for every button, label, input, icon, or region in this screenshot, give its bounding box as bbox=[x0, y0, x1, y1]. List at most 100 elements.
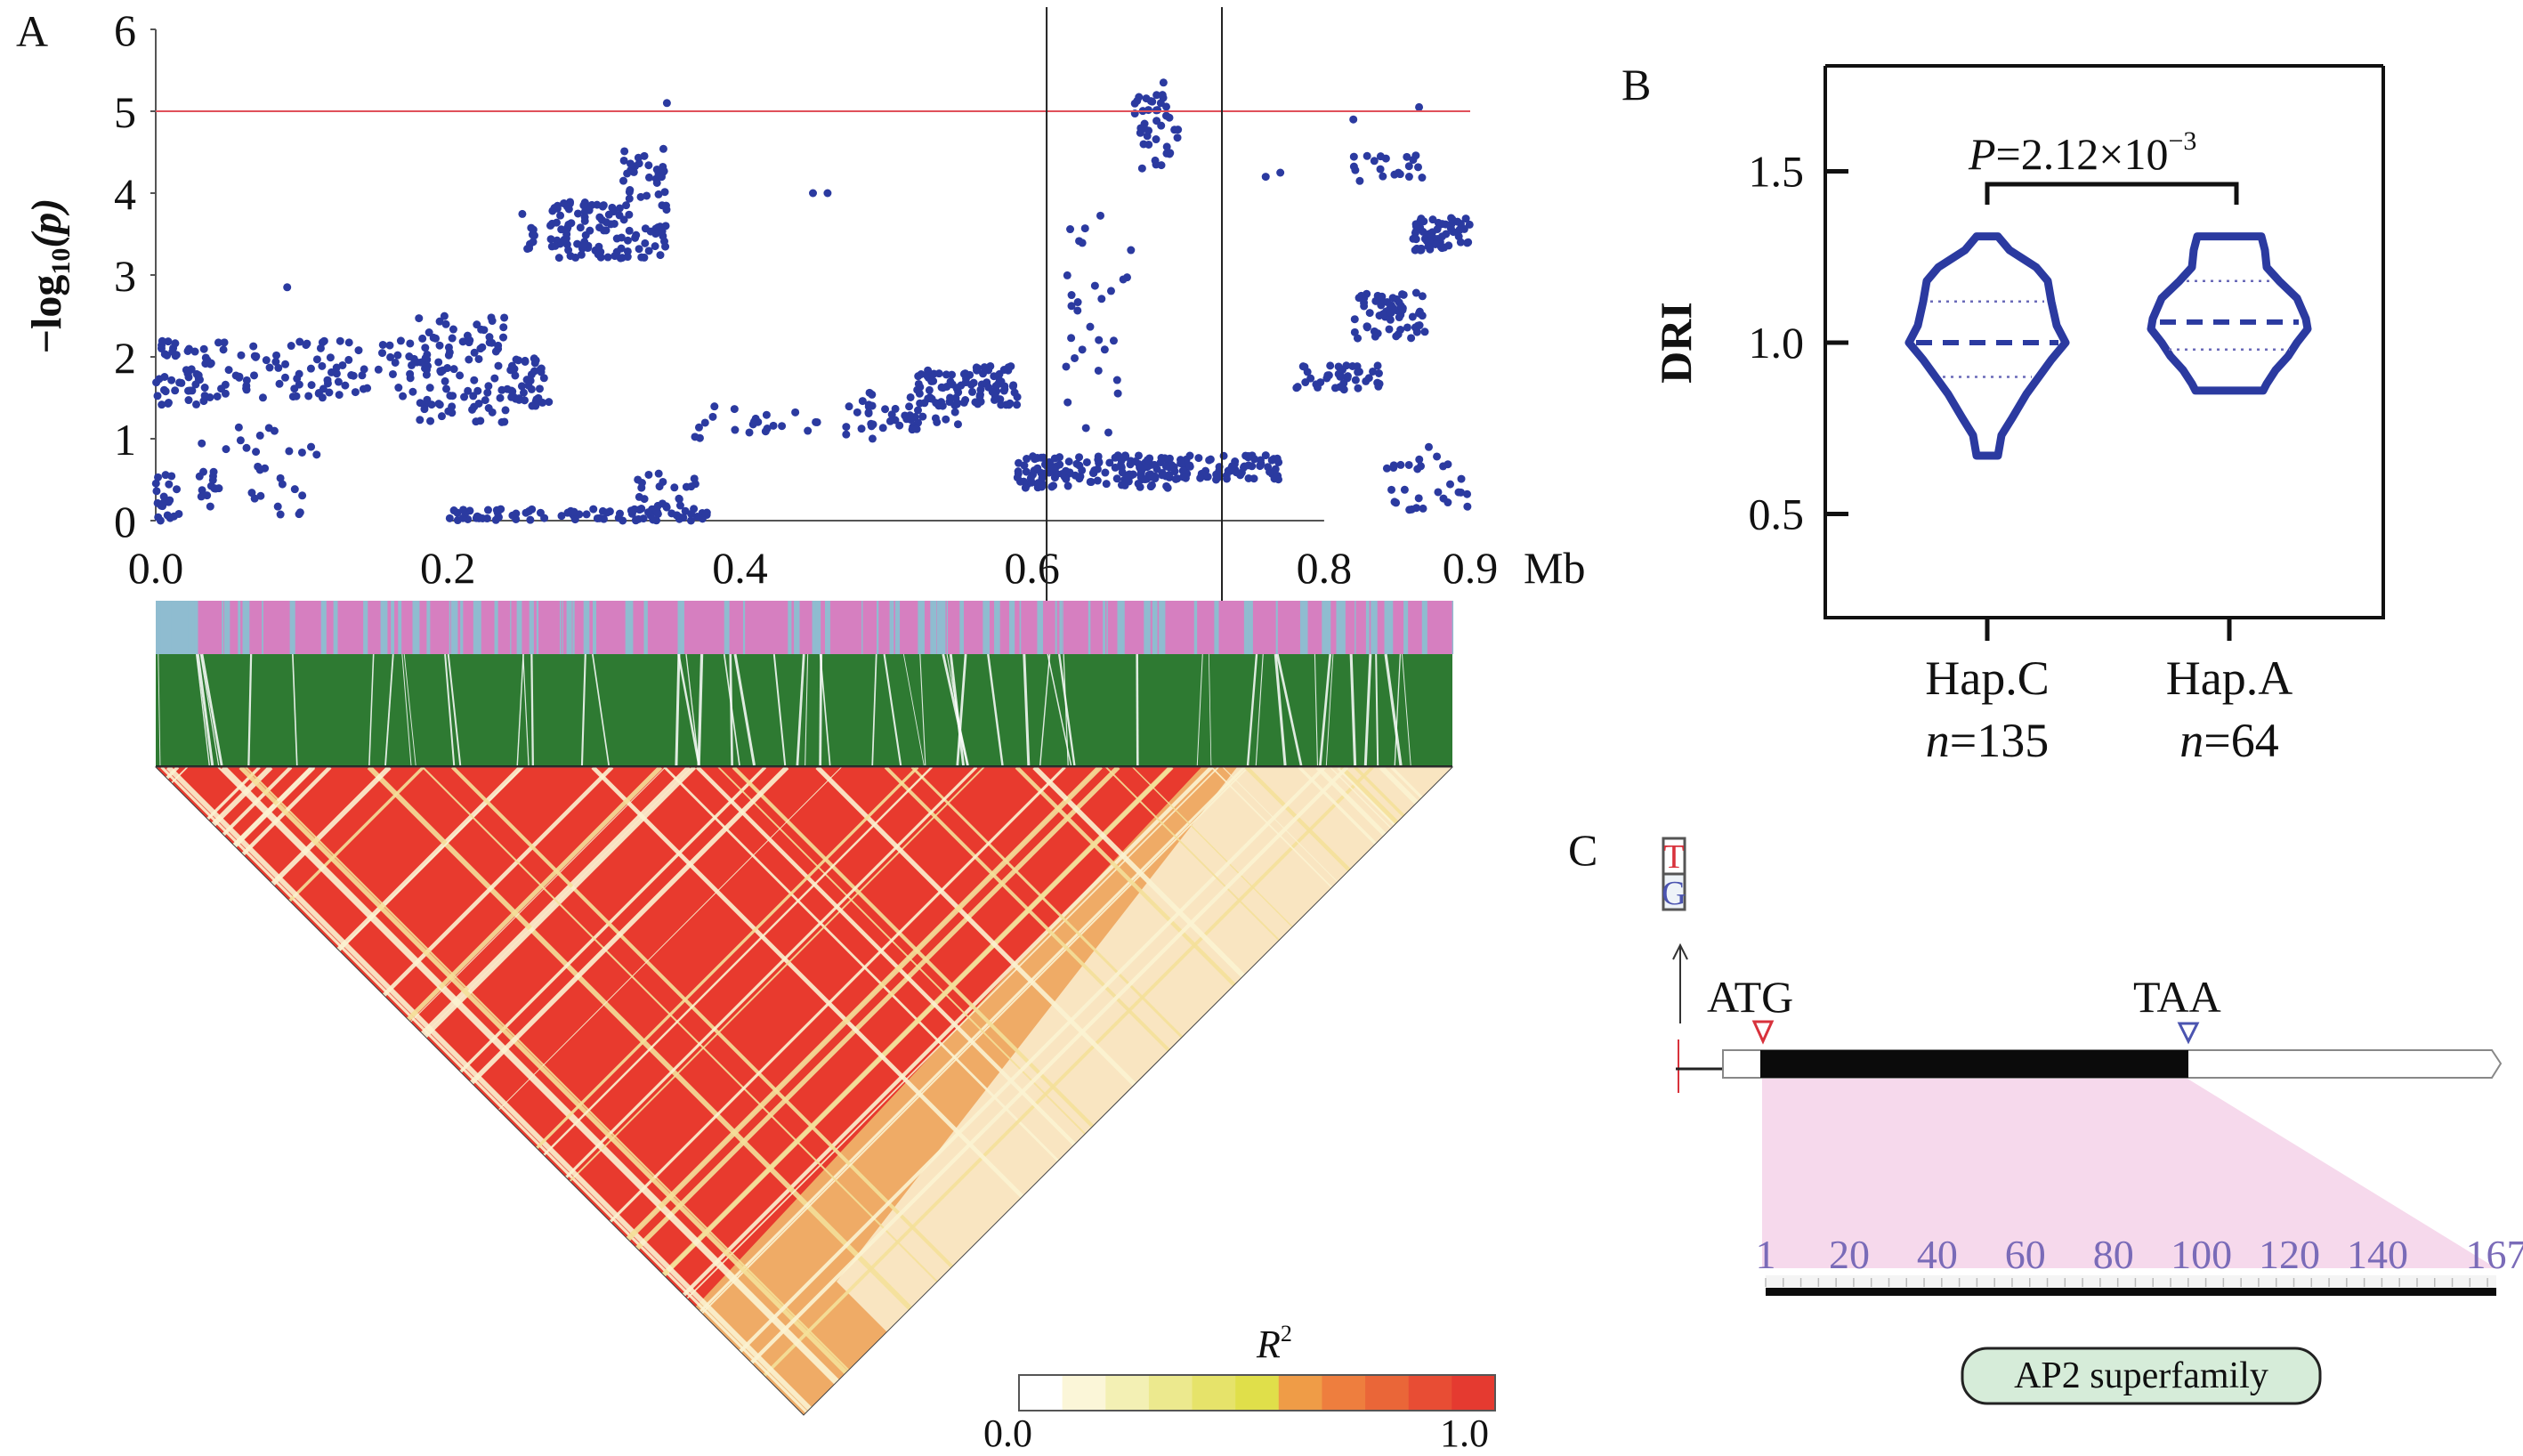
snp-point bbox=[1264, 463, 1273, 472]
snp-point bbox=[857, 425, 866, 433]
linkage-line bbox=[522, 653, 530, 766]
protein-tick-label: 140 bbox=[2347, 1232, 2408, 1277]
snp-point bbox=[1369, 367, 1378, 376]
snp-point bbox=[224, 366, 233, 375]
snp-point bbox=[391, 358, 400, 367]
snp-point bbox=[635, 159, 643, 168]
ld-stripe bbox=[166, 767, 1452, 1415]
panel-a-label: A bbox=[16, 6, 48, 56]
snp-point bbox=[1363, 323, 1371, 332]
snp-point bbox=[1365, 309, 1374, 318]
snp-point bbox=[1292, 384, 1301, 392]
snp-point bbox=[595, 213, 604, 222]
snp-point bbox=[1144, 140, 1153, 149]
snp-point bbox=[1214, 473, 1223, 481]
snp-point bbox=[646, 227, 655, 236]
group-label: Hap.A bbox=[2166, 651, 2293, 705]
y-tick-label: 0 bbox=[114, 497, 136, 546]
snp-point bbox=[440, 311, 449, 320]
linkage-line bbox=[871, 653, 877, 766]
snp-point bbox=[465, 355, 473, 364]
snp-point bbox=[1063, 398, 1072, 407]
snp-point bbox=[445, 348, 454, 357]
snp-point bbox=[1431, 239, 1440, 248]
ld-stripe bbox=[156, 767, 1374, 1415]
snp-point bbox=[281, 360, 290, 368]
snp-point bbox=[349, 371, 358, 380]
snp-point bbox=[1113, 389, 1122, 398]
snp-point bbox=[1415, 309, 1424, 318]
snp-point bbox=[1109, 336, 1118, 345]
haplotype-stripe bbox=[510, 601, 512, 654]
snp-point bbox=[1137, 164, 1146, 173]
snp-point bbox=[1400, 485, 1409, 494]
haplotype-band-bg bbox=[156, 601, 1452, 654]
snp-point bbox=[675, 501, 684, 510]
haplotype-stripe bbox=[724, 601, 730, 654]
snp-point bbox=[198, 486, 206, 495]
haplotype-stripe bbox=[289, 601, 295, 654]
snp-point bbox=[441, 384, 450, 393]
snp-point bbox=[1158, 471, 1167, 480]
snp-point bbox=[1343, 372, 1352, 381]
snp-point bbox=[272, 351, 281, 360]
haplotype-stripe bbox=[242, 601, 248, 654]
ld-stripe bbox=[156, 767, 1103, 1415]
snp-point bbox=[1144, 126, 1153, 135]
snp-point bbox=[510, 365, 519, 374]
linkage-line bbox=[592, 653, 610, 766]
snp-point bbox=[441, 376, 449, 385]
snp-point bbox=[463, 331, 472, 340]
snp-point bbox=[157, 501, 166, 510]
ld-stripe bbox=[221, 767, 1452, 1415]
ld-stripe bbox=[156, 767, 1120, 1415]
snp-point bbox=[273, 502, 282, 511]
haplotype-stripe bbox=[936, 601, 944, 654]
snp-point bbox=[868, 434, 877, 443]
haplotype-stripe bbox=[677, 601, 682, 654]
linkage-line bbox=[919, 653, 926, 766]
linkage-line bbox=[1136, 653, 1139, 766]
snp-point bbox=[292, 392, 301, 400]
snp-point bbox=[1301, 378, 1310, 387]
ld-stripe bbox=[217, 767, 1452, 1415]
snp-point bbox=[441, 320, 450, 328]
snp-point bbox=[652, 165, 661, 174]
haplotype-stripe bbox=[363, 601, 368, 654]
protein-tick-label: 1 bbox=[1756, 1232, 1776, 1277]
snp-point bbox=[1434, 488, 1443, 497]
snp-point bbox=[1055, 460, 1064, 469]
snp-point bbox=[169, 512, 178, 521]
snp-point bbox=[545, 398, 554, 407]
stop-codon-label: TAA bbox=[2133, 972, 2221, 1022]
snp-point bbox=[1354, 384, 1363, 392]
haplotype-stripe bbox=[1144, 601, 1151, 654]
snp-point bbox=[465, 338, 473, 347]
snp-point bbox=[194, 371, 203, 380]
snp-point bbox=[598, 202, 607, 211]
snp-point bbox=[1418, 292, 1427, 301]
snp-point bbox=[425, 384, 434, 392]
haplotype-stripe bbox=[1300, 601, 1308, 654]
snp-point bbox=[297, 448, 306, 457]
snp-point bbox=[617, 233, 626, 242]
snp-point bbox=[1412, 328, 1421, 336]
snp-point bbox=[623, 169, 632, 178]
snp-point bbox=[906, 392, 915, 401]
snp-point bbox=[659, 477, 667, 486]
snp-point bbox=[531, 356, 540, 365]
snp-point bbox=[1094, 452, 1103, 461]
snp-point bbox=[473, 386, 482, 395]
r2-legend-swatch bbox=[1192, 1375, 1237, 1411]
snp-point bbox=[1096, 211, 1105, 220]
snp-point bbox=[470, 402, 479, 411]
snp-point bbox=[160, 350, 169, 359]
linkage-line bbox=[1058, 653, 1076, 766]
haplotype-stripe bbox=[889, 601, 892, 654]
snp-point bbox=[151, 479, 160, 488]
snp-point bbox=[1413, 163, 1422, 172]
snp-point bbox=[1090, 281, 1099, 290]
haplotype-stripe bbox=[559, 601, 562, 654]
snp-point bbox=[1133, 96, 1142, 105]
snp-point bbox=[563, 508, 572, 517]
